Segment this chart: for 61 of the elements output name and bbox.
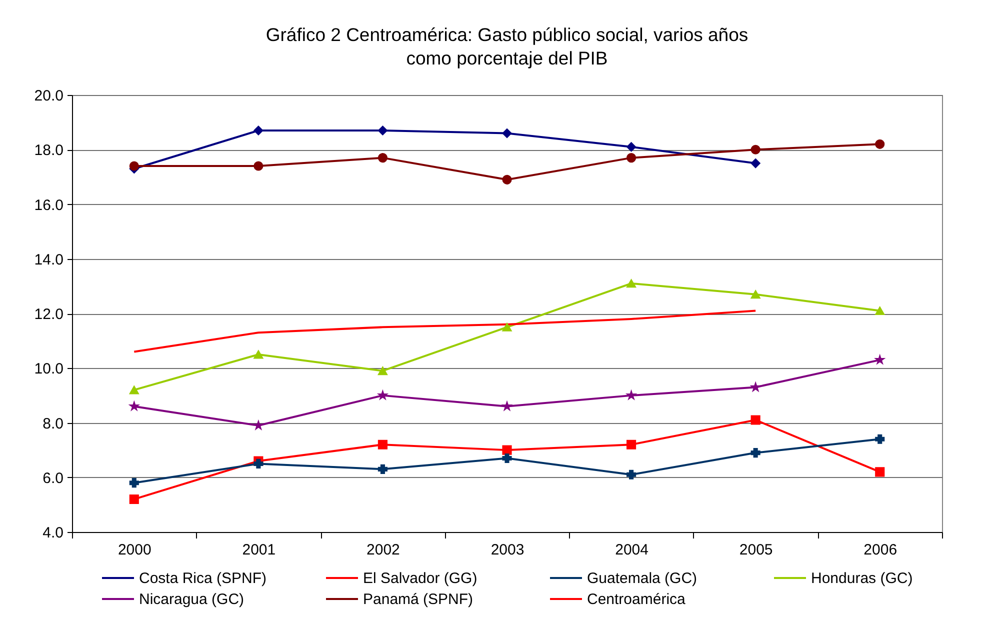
legend-label: Nicaragua (GC) (139, 591, 244, 608)
x-tick-label: 2004 (615, 542, 648, 558)
legend-label: Costa Rica (SPNF) (139, 570, 267, 587)
point (502, 322, 512, 332)
point (378, 464, 388, 474)
point (502, 402, 512, 410)
point (378, 366, 388, 376)
chart-title: Gráfico 2 Centroamérica: Gasto público social, varios años (266, 24, 748, 45)
y-tick-label: 10.0 (34, 360, 64, 378)
chart-subtitle: como porcentaje del PIB (406, 48, 608, 68)
point (502, 128, 512, 138)
y-tick-label: 8.0 (42, 415, 64, 432)
legend-label: Honduras (GC) (811, 570, 913, 587)
x-tick-label: 2005 (739, 542, 773, 558)
legend-label: El Salvador (GG) (363, 570, 478, 587)
point (626, 470, 636, 480)
y-tick-label: 18.0 (34, 142, 64, 160)
y-tick-label: 4.0 (42, 524, 64, 542)
y-tick-label: 20.0 (34, 88, 64, 104)
point (875, 467, 885, 477)
point (502, 174, 512, 184)
point (378, 153, 388, 163)
point (378, 126, 388, 136)
point (875, 139, 885, 149)
point (750, 158, 760, 168)
point (626, 153, 636, 163)
point (129, 386, 139, 394)
point (502, 453, 512, 464)
x-tick-label: 2003 (490, 542, 524, 558)
point (875, 434, 885, 444)
y-tick-label: 14.0 (34, 251, 64, 268)
point (626, 279, 636, 288)
point (129, 478, 139, 488)
point (875, 306, 885, 315)
x-tick-label: 2002 (366, 542, 400, 558)
point (502, 445, 512, 455)
point (750, 382, 760, 392)
x-tick-label: 2001 (242, 542, 276, 558)
point (254, 350, 264, 359)
point (254, 420, 264, 430)
point (750, 415, 760, 425)
point (378, 440, 388, 450)
point (254, 458, 264, 468)
x-tick-label: 2000 (118, 542, 152, 558)
point (254, 161, 264, 171)
point (626, 142, 636, 152)
line-series (133, 310, 757, 353)
legend-label: Panamá (SPNF) (363, 591, 474, 608)
point (750, 144, 760, 154)
point (129, 494, 139, 504)
point (254, 126, 264, 136)
y-tick-label: 12.0 (34, 306, 64, 323)
x-tick-label: 2006 (864, 542, 898, 558)
point (750, 290, 760, 299)
point (626, 440, 636, 450)
y-tick-label: 6.0 (42, 470, 64, 487)
legend-label: Centroamérica (587, 591, 686, 608)
point (750, 448, 760, 458)
y-tick-label: 16.0 (34, 196, 64, 214)
legend-label: Guatemala (GC) (587, 570, 698, 587)
point (129, 161, 139, 171)
